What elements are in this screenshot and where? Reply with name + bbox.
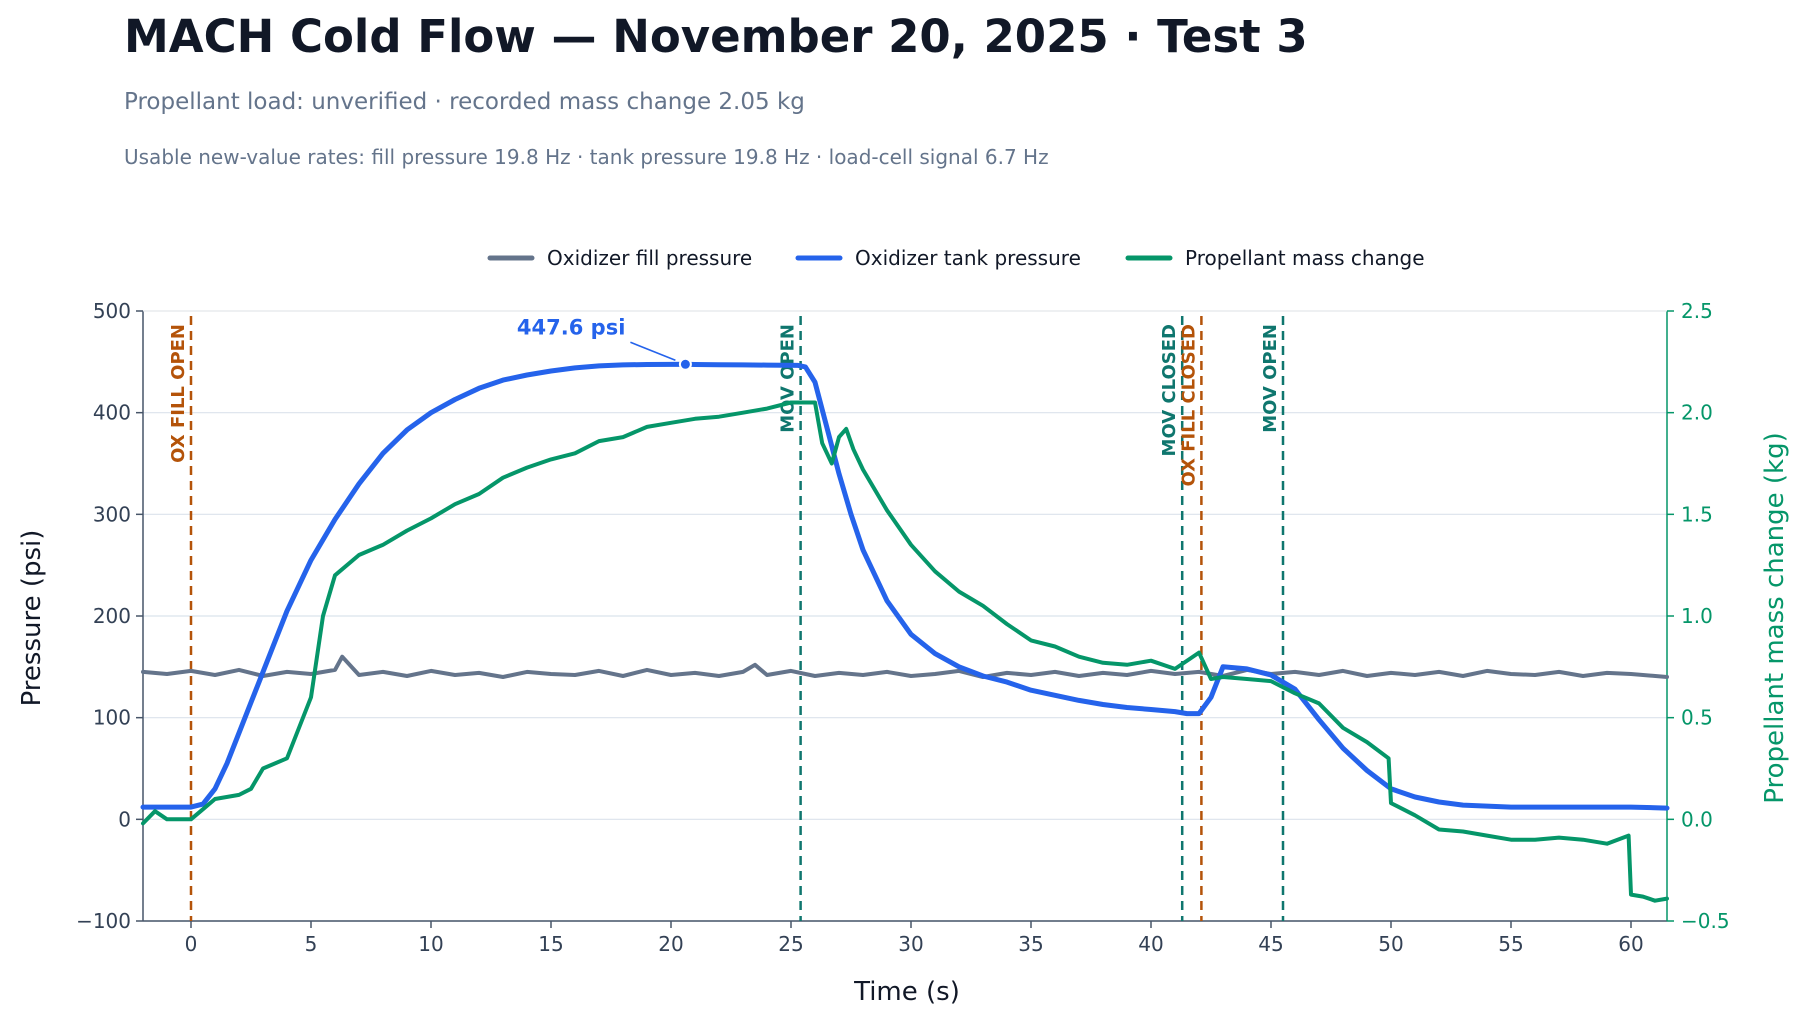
legend-label-mass: Propellant mass change <box>1185 246 1425 270</box>
legend-label-tank: Oxidizer tank pressure <box>855 246 1081 270</box>
event-label: MOV OPEN <box>778 324 799 433</box>
x-tick-label: 10 <box>418 932 443 956</box>
x-tick-label: 30 <box>898 932 923 956</box>
y2-tick-label: 2.5 <box>1681 299 1713 323</box>
fill-pressure-line <box>141 654 1669 679</box>
x-tick-label: 45 <box>1258 932 1283 956</box>
chart-title: MACH Cold Flow — November 20, 2025 · Tes… <box>124 10 1308 63</box>
y2-tick-label: 1.0 <box>1681 604 1713 628</box>
y-tick-label: 0 <box>118 807 131 831</box>
x-tick-label: 40 <box>1138 932 1163 956</box>
y-tick-label: 100 <box>93 706 131 730</box>
peak-annotation-label: 447.6 psi <box>517 315 625 339</box>
y-tick-label: 400 <box>93 401 131 425</box>
x-tick-label: 5 <box>305 932 318 956</box>
y2-tick-label: 0.5 <box>1681 706 1713 730</box>
y2-axis-label: Propellant mass change (kg) <box>1760 432 1790 803</box>
x-tick-label: 20 <box>658 932 683 956</box>
chart-subtitle: Propellant load: unverified · recorded m… <box>124 89 805 115</box>
tank-pressure-line <box>140 361 1670 811</box>
event-label: OX FILL CLOSED <box>1178 324 1199 487</box>
event-label: MOV CLOSED <box>1159 324 1180 456</box>
event-label: MOV OPEN <box>1260 324 1281 433</box>
x-tick-label: 55 <box>1498 932 1523 956</box>
event-label: OX FILL OPEN <box>168 324 189 463</box>
y2-tick-label: 2.0 <box>1681 401 1713 425</box>
x-tick-label: 15 <box>538 932 563 956</box>
x-tick-label: 0 <box>185 932 198 956</box>
x-axis-label: Time (s) <box>853 977 960 1007</box>
x-tick-label: 60 <box>1618 932 1643 956</box>
y2-tick-label: 0.0 <box>1681 807 1713 831</box>
y-tick-label: −100 <box>76 909 131 933</box>
peak-marker <box>678 357 692 371</box>
y-tick-label: 500 <box>93 299 131 323</box>
legend-label-fill: Oxidizer fill pressure <box>547 246 752 270</box>
plot-area: −1000100200300400500−0.50.00.51.01.52.02… <box>76 299 1730 956</box>
mass-change-line <box>141 400 1669 903</box>
peak-leader-line <box>630 341 676 362</box>
y-axis-label: Pressure (psi) <box>17 530 47 707</box>
x-tick-label: 35 <box>1018 932 1043 956</box>
x-tick-label: 50 <box>1378 932 1403 956</box>
y2-tick-label: −0.5 <box>1681 909 1730 933</box>
legend: Oxidizer fill pressure Oxidizer tank pre… <box>487 246 1425 270</box>
y-tick-label: 300 <box>93 502 131 526</box>
y2-tick-label: 1.5 <box>1681 502 1713 526</box>
y-tick-label: 200 <box>93 604 131 628</box>
x-tick-label: 25 <box>778 932 803 956</box>
sample-rates-note: Usable new-value rates: fill pressure 19… <box>124 145 1049 169</box>
